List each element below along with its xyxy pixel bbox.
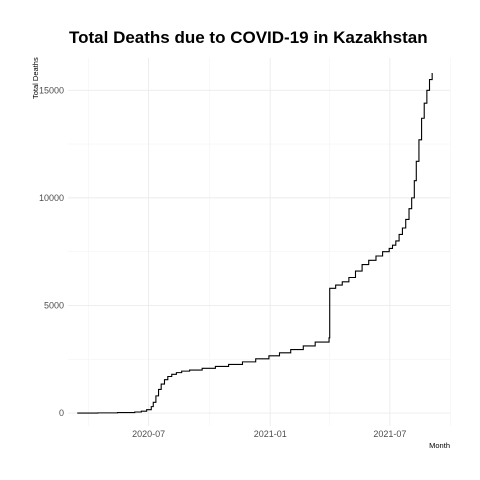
series-layer	[77, 73, 433, 414]
y-tick-label: 0	[59, 408, 64, 418]
grid	[68, 58, 451, 426]
tick-labels: 0 5000 10000 15000 2020-07 2021-01 2021-07	[39, 85, 406, 439]
y-tick-label: 5000	[44, 300, 64, 310]
x-tick-label: 2020-07	[132, 429, 165, 439]
x-tick-label: 2021-07	[373, 429, 406, 439]
chart-title: Total Deaths due to COVID-19 in Kazakhst…	[69, 28, 428, 47]
y-tick-label: 10000	[39, 193, 64, 203]
x-tick-label: 2021-01	[254, 429, 287, 439]
y-axis-title: Total Deaths	[31, 57, 40, 99]
y-tick-label: 15000	[39, 85, 64, 95]
x-axis-title: Month	[429, 441, 450, 450]
series-line	[77, 73, 433, 414]
